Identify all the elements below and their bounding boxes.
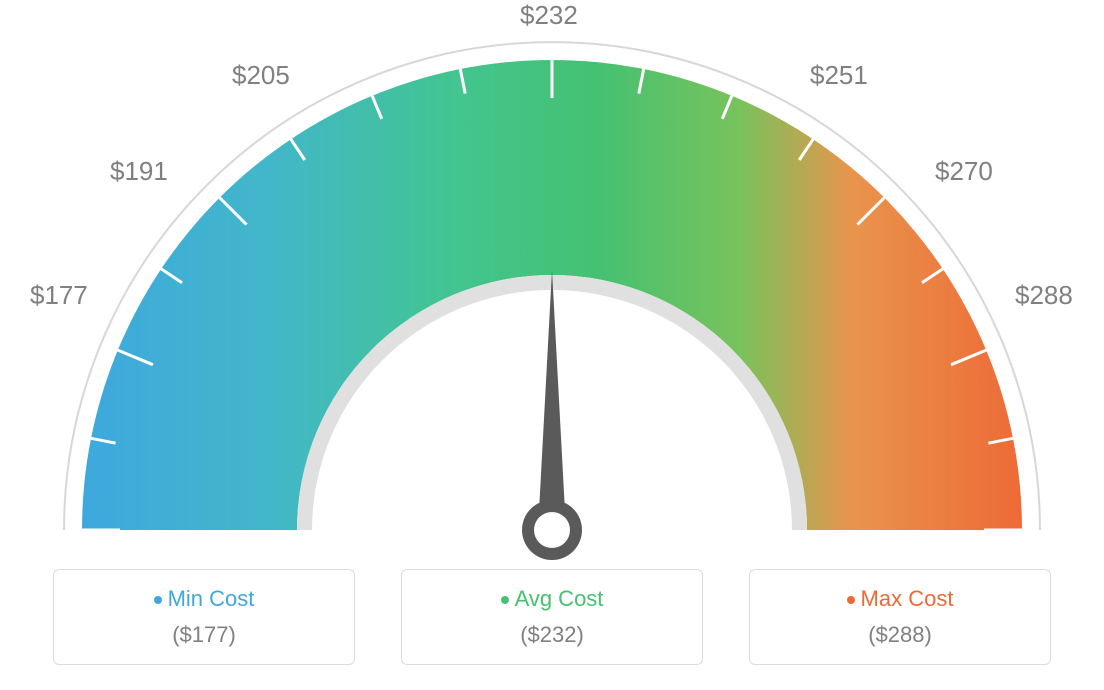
gauge-chart-container: $177 $191 $205 $232 $251 $270 $288 Min Cost ($1… [0,0,1104,690]
gauge-area: $177 $191 $205 $232 $251 $270 $288 [0,0,1104,560]
legend-title-text: Min Cost [168,586,255,611]
legend-value: ($288) [750,622,1050,648]
legend-title-text: Avg Cost [515,586,604,611]
needle-hub-inner [534,512,570,548]
gauge-needle [538,270,566,530]
tick-label: $177 [30,280,88,311]
tick-label: $288 [1015,280,1073,311]
tick-label: $270 [935,156,993,187]
legend-dot-icon [501,596,509,604]
tick-label: $232 [520,0,578,31]
legend-card: Avg Cost ($232) [401,569,703,665]
legend-title-line: Max Cost [750,586,1050,612]
legend-card: Max Cost ($288) [749,569,1051,665]
legend-row: Min Cost ($177) Avg Cost ($232) Max Cost ($28… [0,569,1104,665]
legend-title-text: Max Cost [861,586,954,611]
legend-title-line: Avg Cost [402,586,702,612]
legend-dot-icon [847,596,855,604]
legend-card: Min Cost ($177) [53,569,355,665]
gauge-svg [0,0,1104,580]
legend-value: ($232) [402,622,702,648]
tick-label: $251 [810,60,868,91]
legend-title-line: Min Cost [54,586,354,612]
tick-label: $205 [232,60,290,91]
tick-label: $191 [110,156,168,187]
legend-dot-icon [154,596,162,604]
legend-value: ($177) [54,622,354,648]
